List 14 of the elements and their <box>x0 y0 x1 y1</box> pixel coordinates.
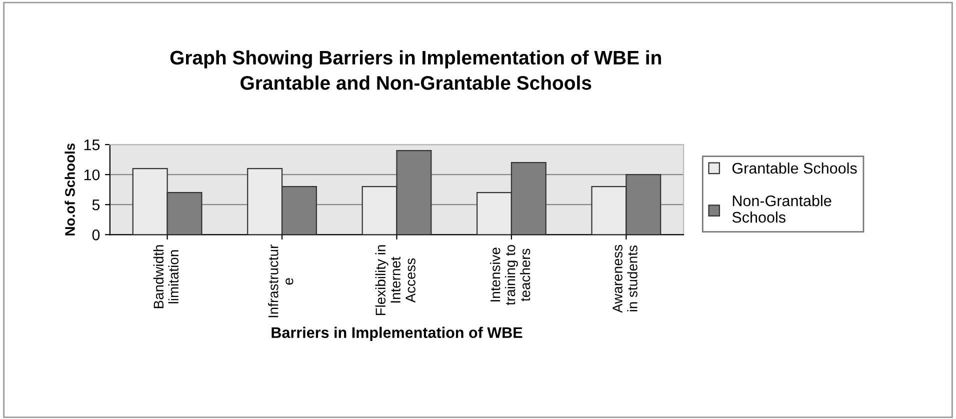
x-tick-label: Intensive training to teachers <box>490 244 530 306</box>
y-tick-label: 5 <box>92 200 100 210</box>
y-tick-label: 15 <box>84 140 100 150</box>
x-tick-label: Bandwidth limitation <box>153 245 179 308</box>
x-tick-label: Infrastructur e <box>268 244 294 318</box>
chart-title: Graph Showing Barriers in Implementation of WBE in Grantable and Non-Grantable Schools <box>170 50 661 90</box>
y-tick-label: 10 <box>84 169 100 180</box>
legend-label: Grantable Schools <box>732 162 857 174</box>
y-tick-label: 0 <box>92 230 100 240</box>
x-tick-label: Flexibility in Internet Access <box>375 245 416 315</box>
legend-label: Non-Grantable Schools <box>732 195 832 223</box>
y-axis-title: No.of Schools <box>64 143 75 236</box>
x-tick-label: Awareness in students <box>612 244 638 313</box>
x-axis-title: Barriers in Implementation of WBE <box>272 326 522 342</box>
